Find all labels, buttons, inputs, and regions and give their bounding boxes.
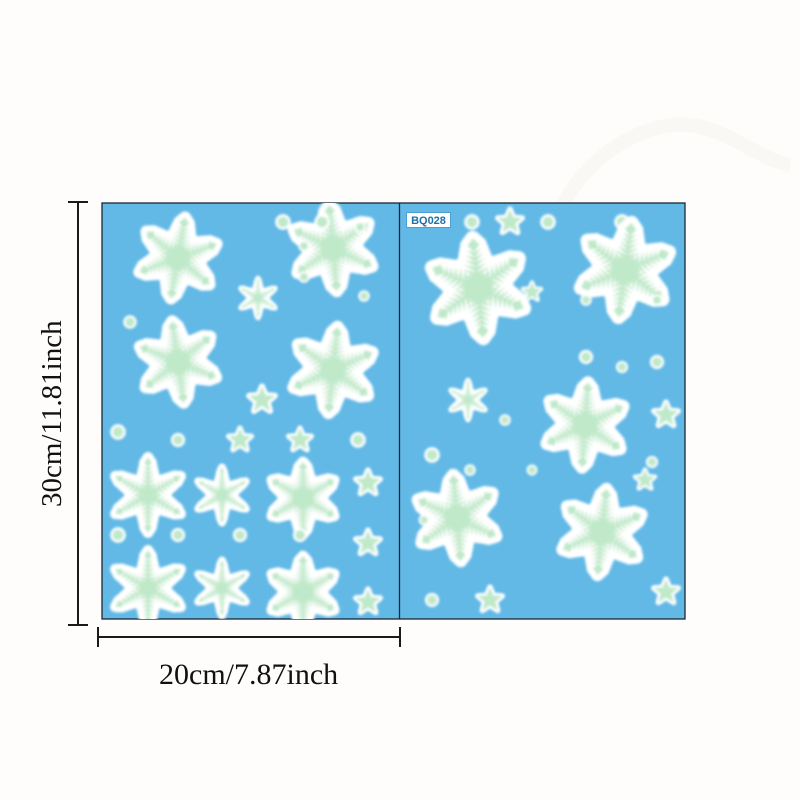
svg-text:BQ028: BQ028	[411, 215, 446, 227]
